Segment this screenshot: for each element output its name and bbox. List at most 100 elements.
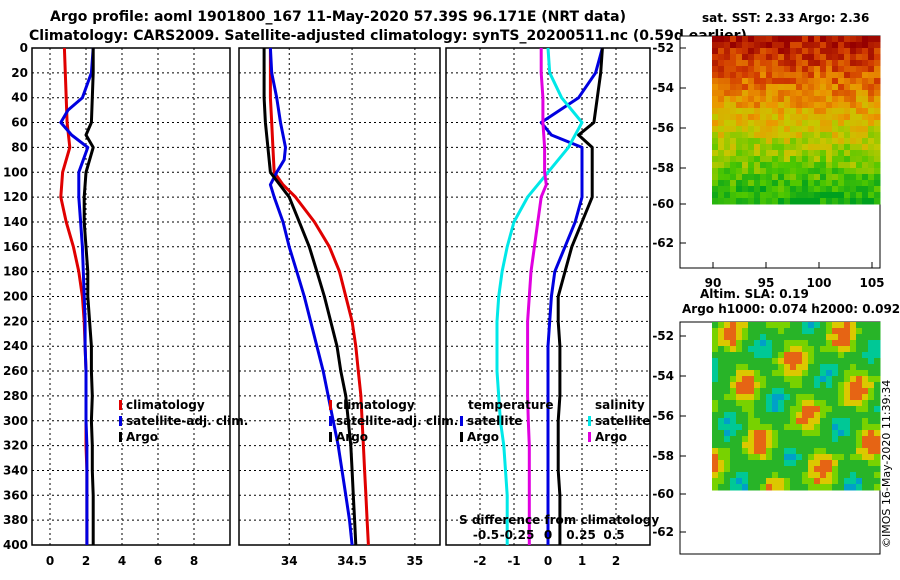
sst-cell bbox=[712, 126, 719, 133]
sst-cell bbox=[778, 168, 785, 175]
secondary-x-tick-label: 0.5 bbox=[603, 528, 624, 542]
sst-cell bbox=[790, 36, 797, 43]
sst-cell bbox=[730, 198, 737, 205]
sst-cell bbox=[736, 42, 743, 49]
sla-cell bbox=[838, 334, 845, 341]
sst-cell bbox=[748, 168, 755, 175]
sst-cell bbox=[802, 162, 809, 169]
sla-cell bbox=[850, 442, 857, 449]
sla-cell bbox=[874, 400, 881, 407]
sla-cell bbox=[856, 334, 863, 341]
sst-cell bbox=[760, 36, 767, 43]
sst-cell bbox=[868, 90, 875, 97]
sla-cell bbox=[874, 412, 881, 419]
sla-cell bbox=[844, 400, 851, 407]
sst-cell bbox=[826, 84, 833, 91]
lat-tick-label: -56 bbox=[652, 121, 674, 135]
sla-cell bbox=[754, 454, 761, 461]
sst-cell bbox=[754, 186, 761, 193]
sla-cell bbox=[874, 340, 881, 347]
legend-label-argo: Argo bbox=[126, 430, 158, 444]
sla-cell bbox=[724, 424, 731, 431]
sst-cell bbox=[832, 108, 839, 115]
sla-cell bbox=[736, 478, 743, 485]
sst-cell bbox=[754, 60, 761, 67]
sla-cell bbox=[760, 328, 767, 335]
sla-cell bbox=[862, 484, 869, 491]
lat-tick-label: -52 bbox=[652, 329, 674, 343]
sla-cell bbox=[736, 472, 743, 479]
sla-cell bbox=[748, 334, 755, 341]
depth-tick-label: 260 bbox=[3, 364, 28, 378]
sst-cell bbox=[790, 150, 797, 157]
sst-cell bbox=[742, 156, 749, 163]
lat-tick-label: -54 bbox=[652, 81, 674, 95]
sst-cell bbox=[862, 150, 869, 157]
depth-axis: 0204060801001201401601802002202402602803… bbox=[3, 41, 28, 552]
sla-cell bbox=[766, 376, 773, 383]
sst-cell bbox=[778, 96, 785, 103]
sst-cell bbox=[796, 132, 803, 139]
sst-cell bbox=[772, 60, 779, 67]
sla-cell bbox=[784, 478, 791, 485]
sla-cell bbox=[790, 412, 797, 419]
sla-cell bbox=[754, 466, 761, 473]
sla-cell bbox=[760, 430, 767, 437]
sst-cell bbox=[790, 180, 797, 187]
sst-cell bbox=[712, 66, 719, 73]
sst-cell bbox=[736, 48, 743, 55]
sla-cell bbox=[868, 412, 875, 419]
sst-cell bbox=[844, 90, 851, 97]
sst-cell bbox=[844, 180, 851, 187]
sst-cell bbox=[826, 162, 833, 169]
sst-cell bbox=[814, 120, 821, 127]
sst-cell bbox=[820, 60, 827, 67]
sst-cell bbox=[856, 156, 863, 163]
depth-tick-label: 300 bbox=[3, 414, 28, 428]
sst-cell bbox=[814, 144, 821, 151]
sst-cell bbox=[820, 138, 827, 145]
sst-cell bbox=[856, 144, 863, 151]
sla-cell bbox=[856, 448, 863, 455]
sst-cell bbox=[772, 150, 779, 157]
x-tick-label: 1 bbox=[578, 554, 586, 568]
sst-cell bbox=[790, 126, 797, 133]
sla-cell bbox=[724, 430, 731, 437]
sst-cell bbox=[718, 114, 725, 121]
sla-cell bbox=[760, 400, 767, 407]
sla-cell bbox=[820, 400, 827, 407]
legend-label-argo-salinity: Argo bbox=[595, 430, 627, 444]
sst-cell bbox=[796, 126, 803, 133]
sla-cell bbox=[742, 400, 749, 407]
sla-cell bbox=[820, 388, 827, 395]
sla-cell bbox=[760, 340, 767, 347]
sla-cell bbox=[790, 364, 797, 371]
legend-label-satellite: satellite bbox=[467, 414, 522, 428]
sst-cell bbox=[838, 162, 845, 169]
x-tick-label: 35 bbox=[407, 554, 424, 568]
sst-cell bbox=[874, 66, 881, 73]
sla-cell bbox=[808, 358, 815, 365]
sst-cell bbox=[724, 108, 731, 115]
sst-cell bbox=[808, 66, 815, 73]
sst-cell bbox=[820, 48, 827, 55]
sla-cell bbox=[868, 388, 875, 395]
sla-cell bbox=[718, 394, 725, 401]
sst-cell bbox=[748, 72, 755, 79]
sst-cell bbox=[820, 42, 827, 49]
sst-cell bbox=[802, 102, 809, 109]
x-tick-label: 8 bbox=[190, 554, 198, 568]
sla-cell bbox=[844, 358, 851, 365]
sst-cell bbox=[850, 156, 857, 163]
sst-cell bbox=[862, 114, 869, 121]
sla-cell bbox=[778, 358, 785, 365]
sla-cell bbox=[802, 334, 809, 341]
legend-swatch-argo bbox=[329, 432, 332, 442]
sla-cell bbox=[814, 478, 821, 485]
sla-cell bbox=[718, 340, 725, 347]
lat-tick-label: -60 bbox=[652, 487, 674, 501]
sla-cell bbox=[838, 478, 845, 485]
sst-cell bbox=[826, 54, 833, 61]
sst-cell bbox=[718, 126, 725, 133]
sst-cell bbox=[844, 78, 851, 85]
